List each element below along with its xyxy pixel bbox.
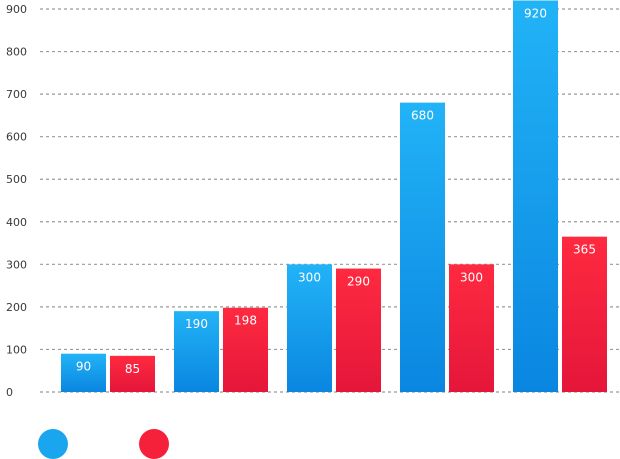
y-tick-label: 100 <box>6 343 27 356</box>
y-axis-tick-labels: 0 100 200 300 400 500 600 700 800 900 <box>6 3 27 399</box>
bar-value-label: 920 <box>524 6 547 20</box>
bar <box>174 311 219 392</box>
y-tick-label: 500 <box>6 173 27 186</box>
bar <box>336 268 381 392</box>
bar <box>110 355 155 392</box>
y-tick-label: 800 <box>6 46 27 59</box>
bar <box>513 0 558 392</box>
y-tick-label: 400 <box>6 216 27 229</box>
y-tick-label: 900 <box>6 3 27 16</box>
y-tick-label: 300 <box>6 258 27 271</box>
bar-value-label: 300 <box>460 270 483 284</box>
bar-value-label: 290 <box>347 275 370 289</box>
data-labels: 90 85 190 198 300 290 680 300 920 365 <box>76 6 596 375</box>
bar <box>400 102 445 392</box>
legend <box>38 429 169 459</box>
y-tick-label: 0 <box>6 386 13 399</box>
bar-value-label: 300 <box>298 270 321 284</box>
bar-value-label: 365 <box>573 243 596 257</box>
legend-swatch <box>38 429 68 459</box>
bars <box>61 0 607 392</box>
bar-value-label: 198 <box>234 314 257 328</box>
legend-swatch <box>139 429 169 459</box>
bar-value-label: 90 <box>76 360 91 374</box>
bar <box>287 264 332 392</box>
bar-value-label: 85 <box>125 362 140 376</box>
bar <box>61 353 106 392</box>
bar-value-label: 190 <box>185 317 208 331</box>
bar-value-label: 680 <box>411 109 434 123</box>
bar <box>562 236 607 392</box>
bar <box>449 264 494 392</box>
y-tick-label: 600 <box>6 131 27 144</box>
y-tick-label: 700 <box>6 88 27 101</box>
bar <box>223 307 268 392</box>
y-tick-label: 200 <box>6 301 27 314</box>
